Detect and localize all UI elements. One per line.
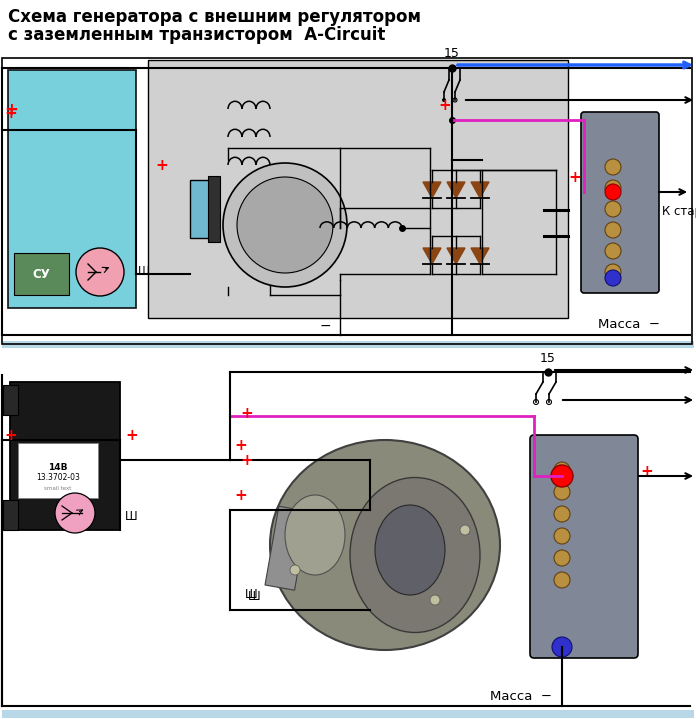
Text: small text: small text	[45, 485, 72, 490]
Circle shape	[554, 528, 570, 544]
Bar	[208, 176, 220, 242]
FancyBboxPatch shape	[530, 435, 638, 658]
Text: К стартеру: К стартеру	[662, 206, 696, 219]
Circle shape	[460, 525, 470, 535]
Circle shape	[554, 550, 570, 566]
Ellipse shape	[285, 495, 345, 575]
Text: +: +	[234, 438, 247, 453]
Circle shape	[605, 270, 621, 286]
Bar	[190, 180, 210, 238]
Bar	[3, 385, 18, 415]
Bar	[18, 443, 98, 498]
Circle shape	[223, 163, 347, 287]
Bar	[148, 60, 568, 318]
Circle shape	[237, 177, 333, 273]
Text: +: +	[438, 98, 451, 113]
Text: 15: 15	[444, 47, 460, 60]
Circle shape	[55, 493, 95, 533]
Circle shape	[430, 595, 440, 605]
Polygon shape	[447, 182, 465, 198]
Text: +: +	[234, 488, 247, 503]
Text: 15: 15	[540, 352, 556, 365]
Circle shape	[605, 180, 621, 196]
Bar	[10, 382, 120, 530]
Circle shape	[605, 201, 621, 217]
Polygon shape	[423, 182, 441, 198]
Circle shape	[605, 159, 621, 175]
Circle shape	[290, 565, 300, 575]
Text: +: +	[240, 453, 253, 468]
Text: Ш: Ш	[245, 588, 258, 601]
Bar	[3, 500, 18, 530]
Text: +: +	[569, 170, 581, 185]
Ellipse shape	[375, 505, 445, 595]
Ellipse shape	[350, 477, 480, 633]
Text: 14В: 14В	[48, 464, 68, 472]
Text: Масса  −: Масса −	[598, 318, 660, 331]
Text: +: +	[4, 106, 17, 121]
Bar	[2, 58, 692, 344]
Bar	[265, 506, 308, 590]
Text: Ш: Ш	[125, 510, 138, 523]
Circle shape	[551, 465, 573, 487]
FancyBboxPatch shape	[581, 112, 659, 293]
Text: с заземленным транзистором  A-Circuit: с заземленным транзистором A-Circuit	[8, 26, 386, 44]
Polygon shape	[471, 248, 489, 264]
Text: Масса  −: Масса −	[490, 690, 552, 703]
Text: Схема генератора с внешним регулятором: Схема генератора с внешним регулятором	[8, 8, 421, 26]
Text: −: −	[319, 319, 331, 333]
Bar	[8, 70, 136, 308]
Circle shape	[605, 222, 621, 238]
Circle shape	[554, 506, 570, 522]
Circle shape	[554, 484, 570, 500]
Circle shape	[76, 248, 124, 296]
Circle shape	[554, 462, 570, 478]
Polygon shape	[471, 182, 489, 198]
Bar	[14, 253, 69, 295]
Circle shape	[605, 184, 621, 200]
Circle shape	[605, 264, 621, 280]
Text: СУ: СУ	[32, 268, 50, 282]
Polygon shape	[447, 248, 465, 264]
Text: +: +	[155, 158, 168, 173]
Text: 13.3702-03: 13.3702-03	[36, 474, 80, 482]
Circle shape	[552, 637, 572, 657]
Polygon shape	[423, 248, 441, 264]
Text: Ш: Ш	[138, 266, 150, 276]
Text: +: +	[240, 406, 253, 421]
Text: +: +	[125, 428, 138, 443]
Circle shape	[554, 572, 570, 588]
Bar	[2, 341, 694, 348]
Circle shape	[442, 98, 446, 102]
Text: +: +	[640, 464, 653, 479]
Text: +: +	[4, 101, 18, 119]
Ellipse shape	[270, 440, 500, 650]
Bar	[2, 710, 694, 718]
Text: +: +	[4, 428, 17, 443]
Text: Ш: Ш	[248, 590, 260, 603]
Circle shape	[605, 243, 621, 259]
